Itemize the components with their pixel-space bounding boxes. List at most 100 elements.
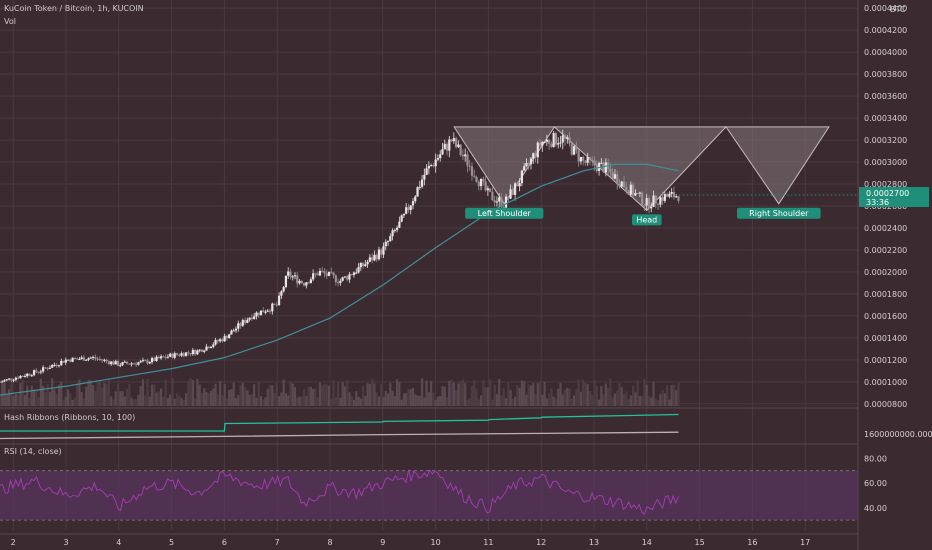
last-price-tag [859,187,929,208]
volume-bar [423,397,426,406]
volume-bar [257,380,260,406]
volume-bar [441,386,444,406]
candle-body [584,160,587,163]
candle-body [298,280,301,284]
volume-bar [103,382,106,406]
candle-body [318,270,322,276]
volume-bar [414,394,417,406]
volume-bar [366,383,369,406]
price-axis[interactable]: 0.0000800 0.0001000 0.0001200 0.0001400 0.00… [678,4,929,409]
price-tick-10: 0.0002800 [864,180,907,189]
candle-body [305,282,308,286]
volume-bar [105,384,108,406]
candle-body [239,323,242,326]
volume-bar [291,383,294,406]
volume-bar [611,397,614,406]
candle-body [246,319,249,323]
volume-bar [164,379,167,406]
candle-body [66,359,70,361]
rsi-tick-2: 40.00 [864,504,887,513]
candle-body [425,168,428,175]
volume-bar [207,392,210,406]
volume-bar [602,394,605,406]
candle-body [123,361,126,363]
candle-body [232,330,235,332]
candle-body [371,257,374,261]
volume-bar [464,383,467,406]
volume-bar [255,397,258,406]
pattern-annotations: Left Shoulder Head Right Shoulder [465,207,821,226]
candle-body [55,364,58,366]
candle-body [164,356,167,358]
rsi-band [0,470,858,521]
price-tick-5: 0.0001800 [864,290,907,299]
candle-body [150,358,154,363]
candle-body [346,276,349,280]
candle-body [323,271,326,274]
candle-body [677,196,680,201]
candle-body [568,137,571,144]
volume-bar [44,392,47,406]
volume-bar [382,397,385,406]
candle-body [160,356,163,359]
volume-bar [620,387,623,406]
volume-bar [323,384,326,406]
time-axis[interactable]: 2 3 4 5 6 7 8 9 10 11 12 13 14 15 16 17 [11,538,811,547]
candle-body [155,356,158,361]
volume-bar [275,383,278,406]
volume-bar [278,396,281,406]
candle-body [275,304,278,306]
candle-body [200,349,204,352]
candle-body [518,183,521,187]
candle-body [69,359,72,362]
volume-bar [160,388,163,406]
volume-bar [216,394,219,406]
last-price-value: 0.0002700 [866,189,909,198]
volume-bar [128,383,131,406]
volume-bar [482,380,485,406]
volume-bar [572,395,576,406]
candle-body [60,360,63,366]
candle-body [457,144,460,148]
volume-bar [355,391,358,406]
volume-bar [155,392,158,406]
candle-body [259,310,263,316]
candle-body [611,172,614,179]
volume-bar [101,387,104,406]
volume-bar [85,386,88,406]
candle-body [561,135,564,143]
time-tick-3: 3 [63,538,68,547]
volume-bar [498,378,501,406]
volume-bar [7,389,11,406]
volume-bar [17,394,20,406]
volume-bar [436,396,440,406]
candle-body [257,312,260,316]
candle-body [570,143,573,155]
volume-bar [511,398,514,406]
volume-bar [234,398,238,406]
volume-bar [316,397,319,406]
candle-body [509,189,512,199]
time-tick-14: 14 [642,538,652,547]
volume-bar [60,381,63,406]
volume-bar [457,383,460,406]
candle-body [116,361,120,366]
candle-body [194,349,197,355]
volume-bar [377,396,381,406]
candle-body [44,367,47,369]
candle-body [407,207,410,210]
candle-body [355,272,358,274]
candle-body [282,287,285,292]
candle-body [327,271,331,276]
volume-bar [543,381,546,406]
annotation-bg-1 [632,214,662,226]
candle-body [368,257,371,262]
volume-bar [287,395,290,406]
volume-bar [334,397,337,406]
volume-bar [169,394,172,406]
volume-bar [200,392,204,406]
candle-body [652,195,655,207]
candle-body [241,320,244,326]
pane-separators [0,0,859,550]
